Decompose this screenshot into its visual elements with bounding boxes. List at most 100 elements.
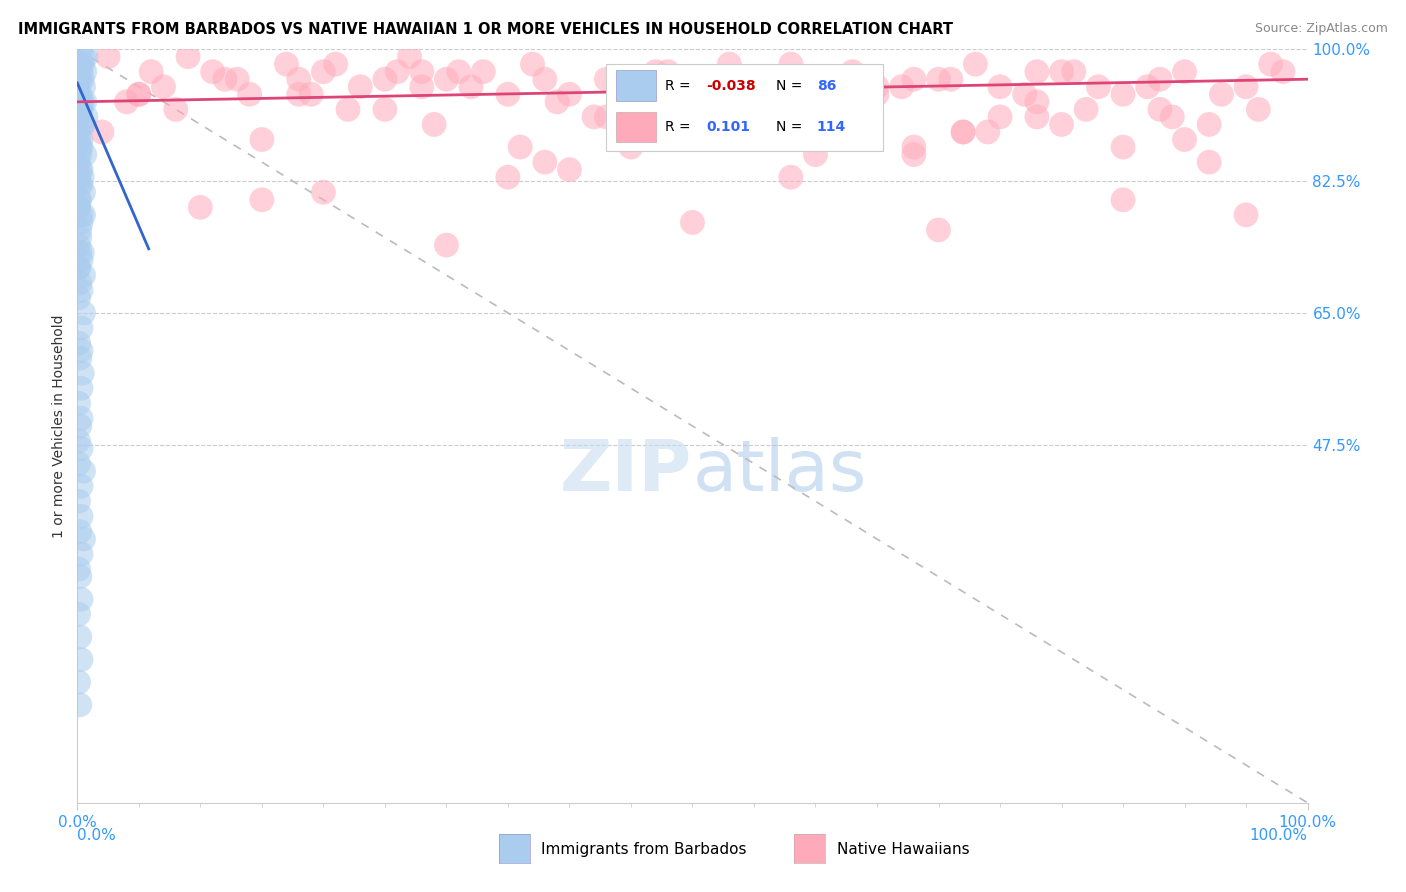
Point	[69, 87, 91, 102]
Point	[768, 132, 790, 146]
Point	[70, 95, 93, 109]
Point	[70, 170, 93, 185]
Point	[70, 343, 93, 358]
Point	[97, 49, 120, 63]
Point	[1026, 110, 1049, 124]
Point	[67, 155, 90, 169]
Point	[1087, 79, 1109, 94]
Point	[299, 87, 322, 102]
Point	[70, 215, 93, 229]
Text: R =: R =	[665, 78, 696, 93]
Point	[1149, 72, 1171, 87]
Point	[70, 442, 93, 456]
Point	[75, 49, 97, 63]
Point	[72, 118, 94, 132]
Point	[952, 125, 974, 139]
Point	[374, 72, 396, 87]
Point	[939, 72, 962, 87]
Point	[214, 72, 236, 87]
Point	[67, 434, 90, 448]
Point	[67, 200, 90, 214]
Point	[70, 118, 93, 132]
Point	[337, 103, 360, 117]
Point	[69, 162, 91, 177]
Point	[128, 87, 150, 102]
Point	[509, 140, 531, 154]
Point	[70, 208, 93, 222]
Point	[128, 87, 150, 102]
Point	[177, 49, 200, 63]
Point	[141, 64, 163, 78]
Point	[558, 87, 581, 102]
Point	[436, 72, 458, 87]
Point	[67, 457, 90, 471]
Point	[276, 57, 298, 71]
Point	[718, 132, 741, 146]
Text: Native Hawaiians: Native Hawaiians	[837, 842, 969, 856]
Point	[67, 607, 90, 622]
Point	[69, 630, 91, 644]
Point	[70, 178, 93, 192]
Point	[70, 140, 93, 154]
Text: 100.0%: 100.0%	[1250, 828, 1308, 843]
Point	[780, 170, 803, 185]
Point	[682, 132, 704, 146]
Point	[742, 79, 765, 94]
Point	[67, 336, 90, 351]
Point	[70, 547, 93, 561]
Point	[288, 72, 311, 87]
Point	[718, 57, 741, 71]
Point	[1260, 57, 1282, 71]
Point	[72, 79, 94, 94]
Text: atlas: atlas	[693, 437, 868, 506]
Point	[866, 87, 889, 102]
Point	[830, 110, 852, 124]
Point	[70, 283, 93, 297]
Point	[73, 64, 96, 78]
Point	[70, 245, 93, 260]
Point	[398, 49, 420, 63]
Point	[768, 87, 790, 102]
Point	[928, 72, 950, 87]
Text: IMMIGRANTS FROM BARBADOS VS NATIVE HAWAIIAN 1 OR MORE VEHICLES IN HOUSEHOLD CORR: IMMIGRANTS FROM BARBADOS VS NATIVE HAWAI…	[18, 22, 953, 37]
Point	[69, 57, 91, 71]
Text: -0.038: -0.038	[706, 78, 755, 93]
Point	[349, 79, 371, 94]
Point	[70, 103, 93, 117]
Point	[152, 79, 174, 94]
Point	[1174, 64, 1197, 78]
Point	[1026, 64, 1049, 78]
Point	[72, 208, 94, 222]
Text: 0.0%: 0.0%	[77, 828, 117, 843]
Point	[69, 140, 91, 154]
Point	[188, 200, 212, 214]
Point	[70, 652, 93, 666]
Point	[70, 64, 93, 78]
Point	[423, 118, 446, 132]
Point	[1198, 118, 1220, 132]
Point	[325, 57, 347, 71]
Text: ZIP: ZIP	[560, 437, 693, 506]
Point	[67, 170, 90, 185]
Point	[496, 170, 519, 185]
Point	[67, 238, 90, 252]
Text: 114: 114	[817, 120, 846, 135]
Point	[69, 524, 91, 539]
Point	[288, 87, 311, 102]
Point	[1234, 208, 1257, 222]
Point	[780, 57, 803, 71]
Point	[903, 140, 925, 154]
Point	[69, 230, 91, 244]
Point	[1050, 64, 1073, 78]
Point	[72, 532, 94, 546]
Point	[72, 186, 94, 200]
Point	[69, 178, 91, 192]
Point	[633, 79, 655, 94]
Text: R =: R =	[665, 120, 696, 135]
Point	[70, 366, 93, 380]
Point	[70, 592, 93, 607]
Point	[250, 132, 273, 146]
Point	[1026, 95, 1049, 109]
Point	[67, 260, 90, 275]
Point	[70, 253, 93, 268]
